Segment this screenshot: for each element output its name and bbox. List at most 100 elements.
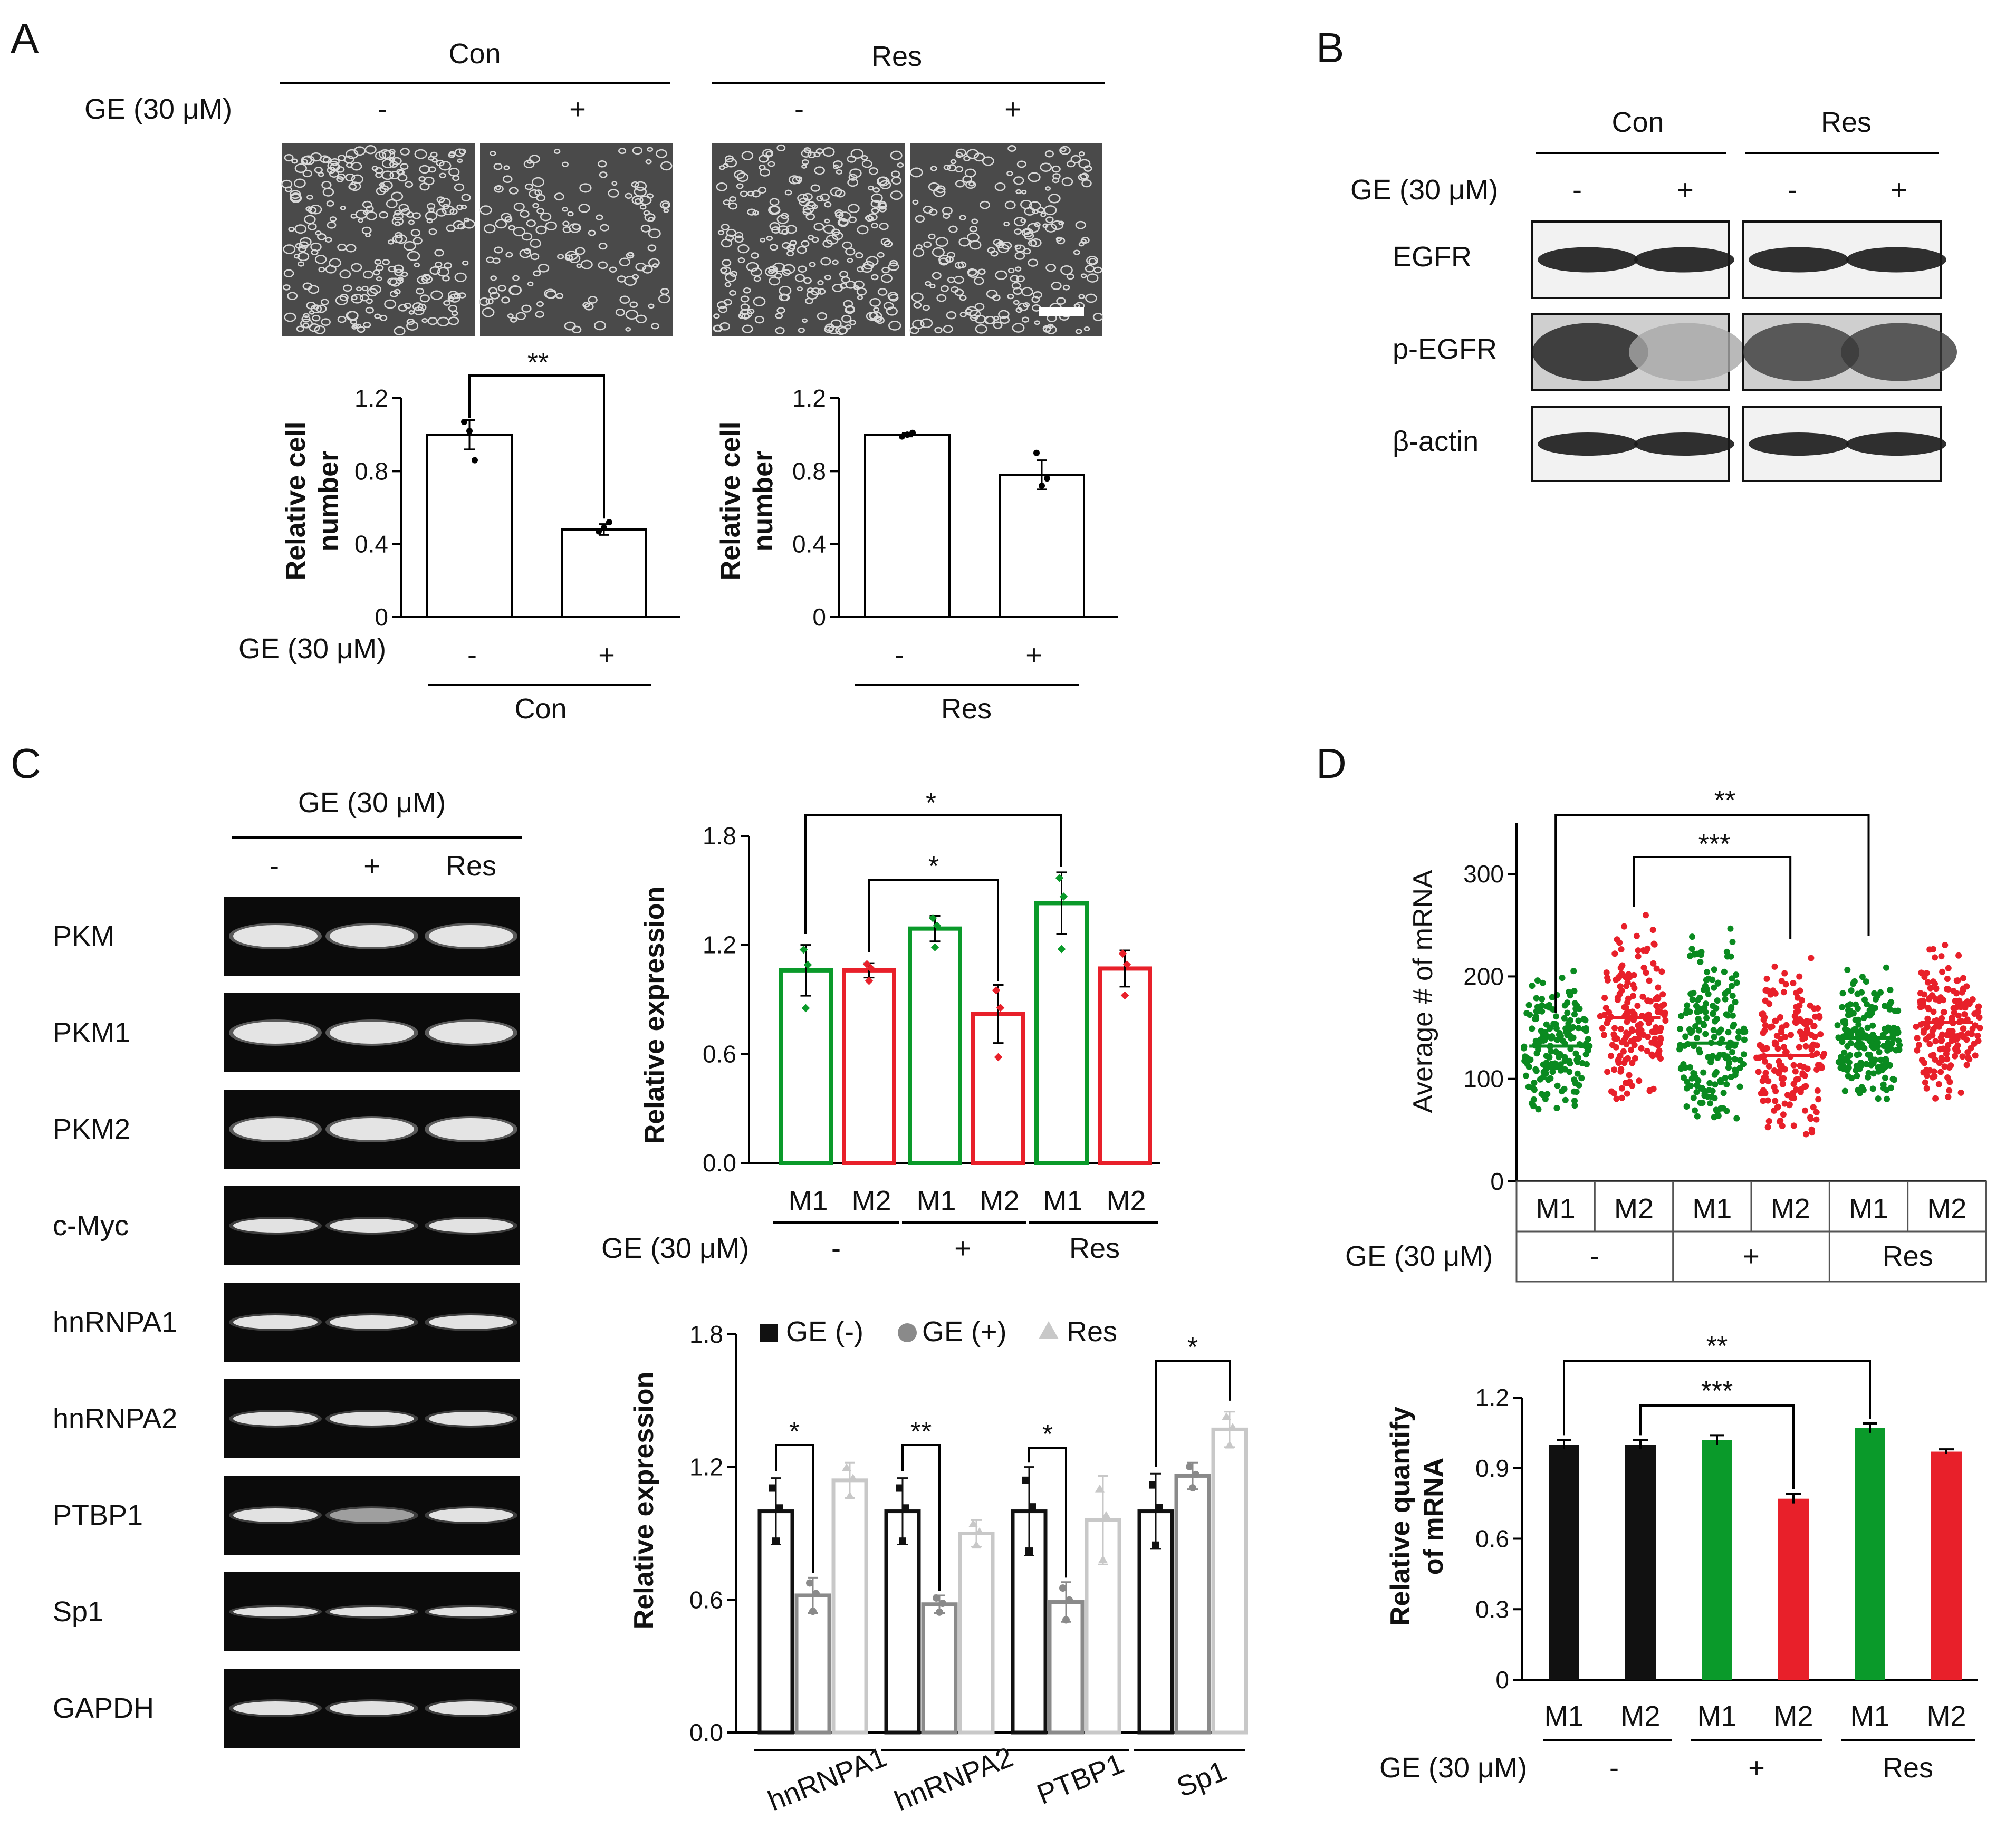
cell: [642, 265, 653, 274]
scatter-point: [1778, 1029, 1785, 1036]
scatter-point: [1644, 997, 1651, 1004]
scatter-point: [1733, 979, 1740, 986]
cell: [759, 165, 766, 170]
cell: [990, 250, 999, 257]
scatter-point: [1848, 1075, 1855, 1082]
data-point: [772, 1537, 780, 1545]
scatter-point: [1964, 998, 1971, 1005]
scatter-point: [1611, 1025, 1618, 1032]
cell: [504, 216, 513, 223]
cell: [775, 313, 783, 319]
cell: [394, 326, 406, 336]
scatter-point: [1954, 977, 1961, 984]
cell: [992, 294, 1001, 301]
scatter-point: [1678, 1013, 1685, 1019]
scatter-point: [1945, 1042, 1952, 1048]
scatter-point: [1543, 1060, 1550, 1066]
d-top-ylabel: Average # of mRNA: [1408, 870, 1438, 1113]
scatter-point: [1877, 989, 1884, 996]
scatter-point: [1937, 1069, 1944, 1075]
scatter-point: [1716, 1052, 1723, 1058]
cell: [415, 287, 425, 295]
cell: [544, 288, 557, 299]
cell: [283, 244, 296, 254]
scatter-point: [1914, 1047, 1921, 1054]
cell: [288, 226, 295, 232]
scatter-point: [1796, 973, 1803, 980]
scatter-point: [1952, 1053, 1959, 1060]
scatter-point: [1959, 1053, 1966, 1060]
data-point: [928, 913, 937, 922]
cell: [994, 182, 1006, 191]
scatter-point: [1543, 1053, 1550, 1060]
cell: [1048, 194, 1061, 204]
scatter-point: [1533, 1015, 1540, 1022]
cell: [635, 262, 647, 272]
scatter-point: [1923, 1036, 1930, 1043]
group-label: +: [1743, 1240, 1760, 1272]
scatter-point: [1711, 966, 1717, 973]
cell: [1075, 220, 1086, 229]
a-left-chart: 0 0.4 0.8 1.2 **: [354, 348, 680, 631]
scatter-point: [1599, 1025, 1606, 1032]
cell: [520, 210, 530, 218]
cell: [1013, 176, 1024, 185]
scatter-point: [1633, 932, 1640, 939]
cell: [357, 326, 366, 333]
cell: [1007, 268, 1015, 274]
scatter-point: [1662, 1009, 1668, 1016]
cell: [871, 207, 879, 214]
cell: [802, 318, 808, 323]
cell: [951, 286, 959, 293]
cell: [1012, 323, 1025, 333]
data-point: [806, 1579, 813, 1587]
cell: [848, 216, 857, 224]
scatter-point: [1888, 1084, 1894, 1091]
cell: [619, 257, 631, 266]
cell: [298, 261, 305, 267]
cell: [404, 302, 412, 309]
scatter-point: [1976, 1014, 1983, 1021]
blot-band: [1749, 247, 1849, 273]
cell: [643, 210, 650, 216]
cell: [545, 221, 558, 231]
scatter-point: [1868, 1056, 1875, 1063]
group-label: Res: [1883, 1240, 1933, 1272]
a-bottom-res-label: Res: [941, 693, 992, 725]
cell: [824, 218, 830, 224]
scatter-point: [1837, 1064, 1844, 1071]
scatter-point: [1525, 1083, 1532, 1090]
b-minus-2: -: [1788, 174, 1797, 206]
cell: [414, 262, 420, 268]
scatter-point: [1643, 912, 1649, 919]
cell: [1023, 248, 1031, 255]
scatter-point: [1922, 1079, 1928, 1086]
cell: [343, 284, 352, 292]
a-minus-2: -: [794, 93, 804, 125]
scatter-point: [1966, 1056, 1973, 1063]
scatter-point: [1635, 1035, 1642, 1042]
cell: [317, 233, 327, 240]
cell: [888, 262, 899, 271]
cell: [1027, 223, 1040, 233]
cell: [386, 199, 398, 208]
cell: [861, 264, 873, 273]
cell: [769, 205, 780, 214]
gel-band: [429, 1508, 513, 1522]
cell: [535, 311, 544, 318]
cell: [1034, 320, 1040, 325]
scatter-point: [1713, 1069, 1720, 1075]
scatter-point: [1643, 969, 1649, 976]
scatter-point: [1557, 1061, 1564, 1068]
scatter-point: [1815, 1062, 1821, 1069]
cell: [788, 175, 800, 185]
data-point: [994, 1053, 1003, 1062]
cell: [1093, 266, 1102, 274]
cell: [484, 224, 496, 234]
scatter-point: [1628, 1046, 1634, 1053]
scatter-point: [1853, 1001, 1859, 1008]
a-bottom-plus-1: +: [598, 639, 615, 671]
cell: [437, 316, 450, 326]
cell: [625, 192, 632, 199]
cell: [877, 177, 888, 185]
